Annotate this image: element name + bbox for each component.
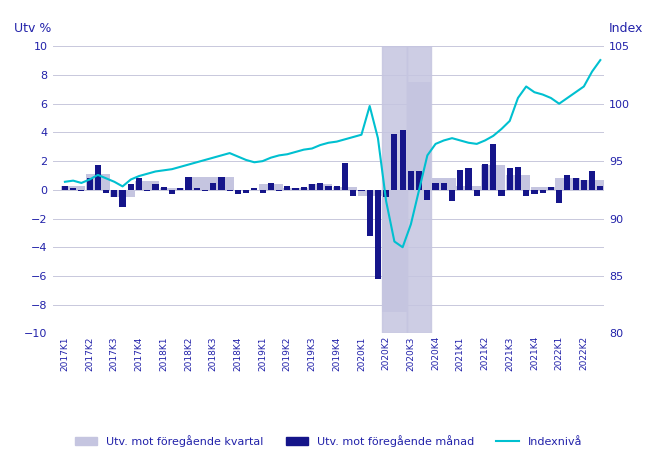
Bar (523, 190, 530, 195)
Bar (95, 165, 101, 190)
Bar (243, 190, 249, 193)
Bar (482, 164, 488, 190)
Bar (382, 46, 407, 333)
Bar (276, 190, 282, 191)
Bar (399, 130, 406, 190)
Bar (358, 190, 365, 191)
Bar (110, 190, 135, 197)
Bar (392, 134, 397, 190)
Bar (78, 190, 85, 191)
Bar (432, 183, 439, 190)
Bar (564, 175, 570, 190)
Bar (135, 181, 160, 190)
Bar (194, 188, 200, 190)
Bar (334, 186, 340, 190)
Bar (169, 190, 175, 194)
Bar (284, 186, 290, 190)
Bar (555, 178, 579, 190)
Bar (580, 180, 604, 190)
Bar (383, 190, 389, 197)
Bar (333, 187, 357, 190)
Bar (70, 188, 76, 190)
Bar (260, 190, 265, 193)
Bar (235, 190, 241, 194)
Bar (375, 190, 381, 279)
Bar (357, 190, 382, 195)
Bar (597, 186, 603, 190)
Bar (589, 171, 595, 190)
Bar (144, 190, 150, 191)
Bar (317, 183, 323, 190)
Bar (160, 188, 184, 190)
Bar (572, 178, 579, 190)
Bar (161, 187, 167, 190)
Bar (556, 190, 562, 203)
Bar (185, 177, 209, 190)
Bar (506, 175, 530, 190)
Bar (268, 183, 274, 190)
Bar (350, 190, 356, 195)
Text: Index: Index (608, 22, 643, 35)
Bar (111, 190, 118, 197)
Bar (259, 184, 283, 190)
Legend: Utv. mot föregående kvartal, Utv. mot föregående månad, Indexnivå: Utv. mot föregående kvartal, Utv. mot fö… (70, 431, 587, 451)
Bar (136, 178, 142, 190)
Bar (301, 187, 307, 190)
Bar (499, 190, 505, 195)
Bar (539, 190, 546, 193)
Bar (103, 190, 109, 193)
Bar (185, 177, 192, 190)
Bar (218, 177, 225, 190)
Bar (548, 187, 554, 190)
Bar (530, 187, 555, 190)
Bar (367, 190, 373, 236)
Bar (474, 190, 480, 195)
Bar (581, 180, 587, 190)
Bar (465, 169, 472, 190)
Bar (61, 186, 85, 190)
Bar (127, 184, 134, 190)
Bar (457, 170, 463, 190)
Bar (202, 190, 208, 191)
Bar (490, 144, 496, 190)
Bar (283, 188, 307, 190)
Bar (227, 190, 233, 191)
Bar (177, 188, 183, 190)
Bar (457, 186, 481, 190)
Bar (416, 171, 422, 190)
Bar (515, 167, 521, 190)
Bar (325, 186, 332, 190)
Bar (342, 163, 348, 190)
Bar (62, 186, 68, 190)
Bar (432, 178, 456, 190)
Bar (407, 46, 431, 333)
Bar (532, 190, 537, 194)
Bar (120, 190, 125, 207)
Bar (309, 184, 315, 190)
Bar (407, 82, 431, 190)
Bar (441, 183, 447, 190)
Bar (85, 174, 110, 190)
Bar (87, 178, 93, 190)
Bar (308, 184, 332, 190)
Text: Utv %: Utv % (14, 22, 51, 35)
Bar (382, 190, 407, 312)
Bar (251, 188, 258, 190)
Bar (449, 190, 455, 201)
Bar (481, 165, 505, 190)
Bar (210, 183, 216, 190)
Bar (292, 188, 299, 190)
Bar (408, 171, 414, 190)
Bar (152, 184, 158, 190)
Bar (210, 177, 234, 190)
Bar (424, 190, 430, 200)
Bar (507, 169, 513, 190)
